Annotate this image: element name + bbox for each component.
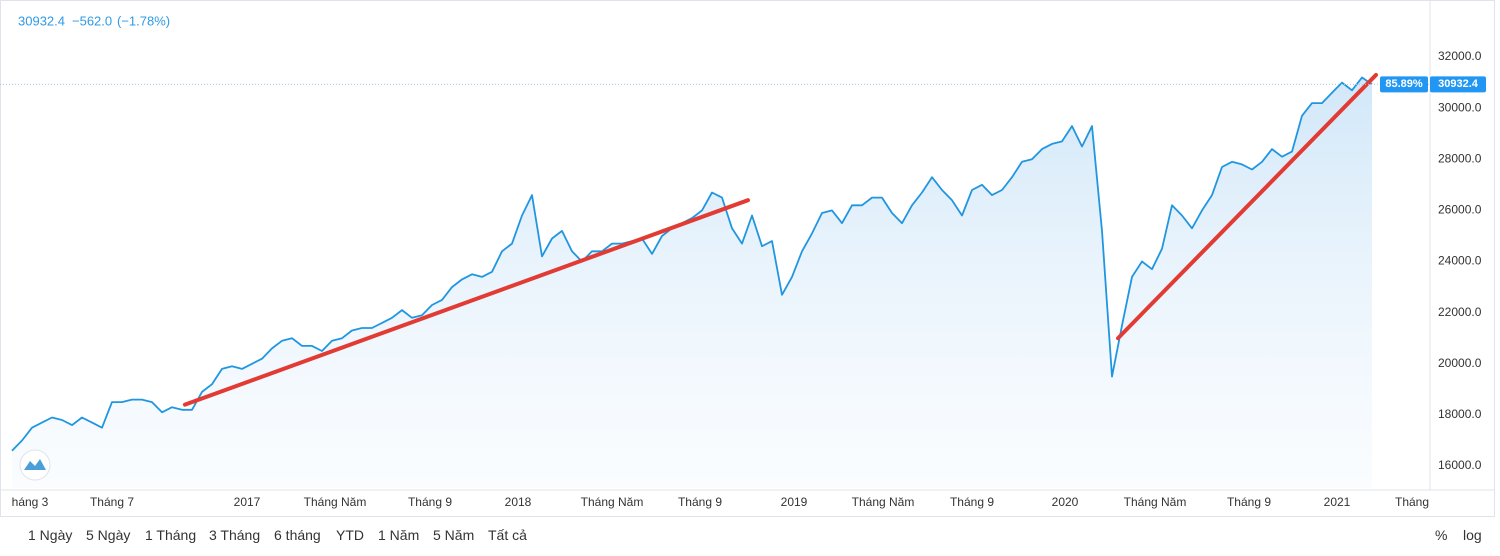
x-tick-label: 2020 [1052,495,1079,509]
x-tick-label: Tháng Năm [1124,495,1187,509]
x-tick-label: 2021 [1324,495,1351,509]
toolbar-button[interactable]: 6 tháng [274,527,321,543]
y-tick-label: 20000.0 [1438,356,1482,370]
x-tick-label: Tháng 9 [1227,495,1271,509]
x-tick-label: 2018 [505,495,532,509]
y-tick-label: 32000.0 [1438,49,1482,63]
change: −562.0 [72,13,112,28]
toolbar-button[interactable]: 1 Năm [378,527,420,543]
toolbar-button[interactable]: log [1463,527,1482,543]
toolbar-button[interactable]: 1 Tháng [145,527,197,543]
x-tick-label: Tháng 7 [90,495,134,509]
logo [19,449,51,481]
y-tick-label: 24000.0 [1438,254,1482,268]
y-tick-label: 18000.0 [1438,407,1482,421]
toolbar-button[interactable]: Tất cả [488,527,527,543]
toolbar-button[interactable]: YTD [336,527,364,543]
change-pct: (−1.78%) [117,13,170,28]
toolbar-button[interactable]: 1 Ngày [28,527,73,543]
price-line [11,76,1373,452]
trend-line [183,198,750,407]
x-tick-label: Tháng Năm [304,495,367,509]
last-value: 30932.4 [18,13,65,28]
toolbar-button[interactable]: 5 Năm [433,527,475,543]
y-tick-label: 26000.0 [1438,203,1482,217]
x-tick-label: Tháng 9 [950,495,994,509]
x-tick-label: Tháng Năm [852,495,915,509]
x-tick-label: Tháng Năm [581,495,644,509]
chart-frame [0,0,1495,517]
x-tick-label: Tháng [1395,495,1429,509]
trend-line [1116,72,1378,341]
y-tick-label: 28000.0 [1438,151,1482,165]
area-fill [12,77,1372,488]
y-tick-label: 22000.0 [1438,305,1482,319]
price-tag [1430,76,1486,93]
toolbar-button[interactable]: % [1435,527,1448,543]
toolbar-button[interactable]: 3 Tháng [209,527,261,543]
y-tick-label: 30000.0 [1438,100,1482,114]
pct-label: 85.89% [1385,78,1423,90]
x-tick-label: Tháng 9 [678,495,722,509]
x-tick-label: 2017 [234,495,261,509]
chart: 30932.4 −562.0 (−1.78%) 16000.0 18000.0 20… [0,0,1495,517]
price-label: 30932.4 [1438,78,1479,90]
toolbar-button[interactable]: 5 Ngày [86,527,131,543]
pct-tag [1380,76,1428,93]
x-tick-label: Tháng 9 [408,495,452,509]
y-tick-label: 16000.0 [1438,458,1482,472]
x-tick-label: 2019 [781,495,808,509]
x-tick-label: háng 3 [12,495,49,509]
